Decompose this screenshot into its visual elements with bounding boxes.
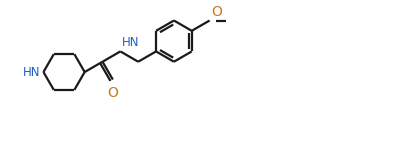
- Text: HN: HN: [122, 36, 140, 50]
- Text: HN: HN: [23, 66, 40, 79]
- Text: O: O: [107, 86, 118, 100]
- Text: O: O: [211, 5, 222, 19]
